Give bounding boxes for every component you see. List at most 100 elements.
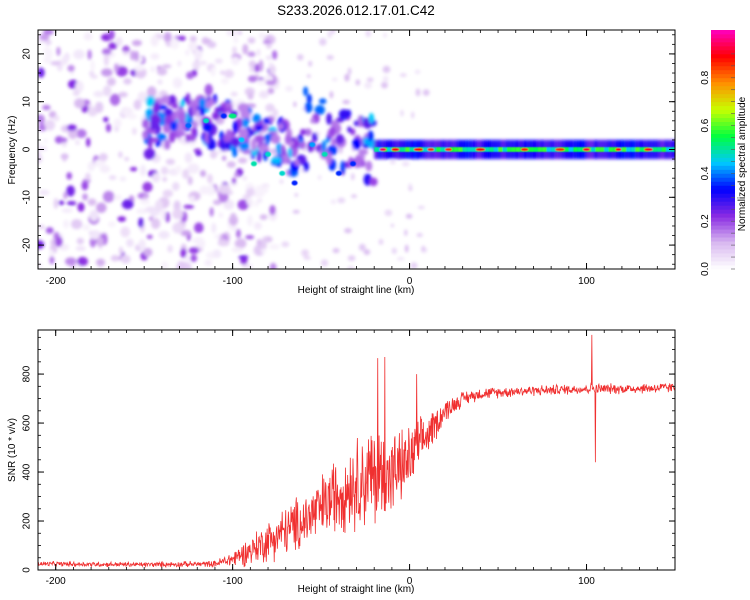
spectrogram-cell <box>67 64 75 72</box>
spectrogram-cell <box>199 169 207 178</box>
spectrogram-cell <box>170 38 180 50</box>
spectrogram-cell <box>199 185 210 195</box>
spectrogram-cell <box>404 229 408 237</box>
spectrogram-cell <box>124 156 130 162</box>
spectrogram-cell <box>185 255 190 263</box>
spectrogram-cell <box>253 222 262 230</box>
colorbar-cell <box>711 229 735 234</box>
spectrogram-cell <box>177 130 186 137</box>
spectrogram-cell <box>161 261 169 269</box>
spectrogram-cell <box>546 147 552 152</box>
spectrogram-cell <box>103 116 109 123</box>
spectrogram-cell <box>168 131 176 143</box>
snr-y-label: SNR (10 * v/v) <box>7 418 18 482</box>
spectrogram-cell <box>96 258 106 267</box>
spectrogram-cell <box>65 257 77 266</box>
spectrogram-cell <box>248 60 256 68</box>
spectrogram-cell <box>255 185 266 195</box>
spectrogram-cell <box>249 67 255 73</box>
spectrogram-cell <box>53 115 60 122</box>
spectrogram-cell <box>146 86 157 98</box>
spectrogram-cell <box>330 199 337 205</box>
spectrogram-cell <box>190 254 198 262</box>
spectrogram-cell <box>81 180 89 191</box>
colorbar-gradient <box>711 30 735 270</box>
spectrogram-cell <box>232 120 239 134</box>
spectrogram-cell <box>458 147 463 152</box>
spectrogram-cell <box>172 208 184 220</box>
spectrogram-cell <box>382 75 389 83</box>
spectrogram-cell <box>218 184 231 195</box>
spectrogram-cell <box>118 91 128 98</box>
spectrogram-cell <box>53 197 59 210</box>
spectrogram-cell <box>188 41 198 52</box>
colorbar-cell <box>711 173 735 178</box>
spectrogram-cell <box>225 101 232 109</box>
spectrogram-cell <box>204 83 213 96</box>
spectrogram-cell <box>228 113 237 119</box>
spectrogram-cell <box>411 111 415 119</box>
spectrogram-cell <box>639 147 645 152</box>
spectrogram-cell <box>288 140 295 146</box>
spectrogram-cell <box>615 147 622 152</box>
spectrogram-cell <box>38 224 45 230</box>
snr-background <box>38 330 675 570</box>
x-tick-label: 100 <box>578 276 595 287</box>
spectrogram-cells <box>38 30 675 269</box>
spectrogram-cell <box>203 118 210 124</box>
spectrogram-cell <box>268 64 276 75</box>
spectrogram-cell <box>399 73 407 77</box>
spectrogram-cell <box>172 111 177 122</box>
spectrogram-cell <box>342 99 351 105</box>
spectrogram-cell <box>568 147 574 152</box>
spectrogram-cell <box>347 266 355 269</box>
spectrogram-cell <box>147 136 153 150</box>
spectrogram-cell <box>259 214 268 220</box>
spectrogram-cell <box>108 175 117 180</box>
spectrogram-cell <box>185 123 192 129</box>
spectrogram-cell <box>391 147 400 152</box>
spectrogram-cell <box>120 254 131 264</box>
spectrogram-cell <box>256 48 261 57</box>
spectrogram-y-ticks: -20 -10 0 10 20 <box>22 34 675 265</box>
spectrogram-cell <box>400 109 404 117</box>
spectrogram-cell <box>408 185 413 192</box>
spectrogram-cell <box>265 79 277 86</box>
spectrogram-cell <box>103 54 110 67</box>
spectrogram-cell <box>175 165 182 174</box>
spectrogram-cell <box>321 151 328 157</box>
spectrogram-cell <box>347 126 352 133</box>
spectrogram-cell <box>306 93 312 104</box>
spectrogram-cell <box>355 79 361 86</box>
spectrogram-cell <box>85 172 91 181</box>
spectrogram-cell <box>218 212 224 219</box>
spectrogram-cell <box>108 30 115 40</box>
spectrogram-cell <box>413 147 424 152</box>
spectrogram-cell <box>85 137 91 148</box>
spectrogram-cell <box>43 56 52 64</box>
spectrogram-cell <box>157 79 163 85</box>
spectrogram-cell <box>199 60 207 65</box>
spectrogram-cell <box>335 170 342 176</box>
spectrogram-cell <box>155 140 161 147</box>
spectrogram-cell <box>211 222 217 234</box>
spectrogram-cell <box>115 36 123 47</box>
spectrogram-cell <box>273 83 280 90</box>
spectrogram-cell <box>82 193 88 201</box>
spectrogram-cell <box>258 90 269 99</box>
spectrogram-cell <box>404 244 409 253</box>
spectrogram-cell <box>401 161 410 167</box>
spectrogram-cell <box>172 222 185 234</box>
spectrogram-cell <box>156 67 168 76</box>
colorbar-tick-label: 0.6 <box>700 118 711 132</box>
spectrogram-cell <box>131 39 142 47</box>
spectrogram-cell <box>247 51 256 57</box>
spectrogram-cell <box>119 176 127 182</box>
spectrogram-cell <box>338 109 350 119</box>
spectrogram-cell <box>39 33 50 41</box>
spectrogram-cell <box>281 241 290 248</box>
spectrogram-cell <box>320 259 329 267</box>
spectrogram-cell <box>187 176 193 186</box>
spectrogram-cell <box>396 256 405 261</box>
spectrogram-cell <box>368 112 375 124</box>
